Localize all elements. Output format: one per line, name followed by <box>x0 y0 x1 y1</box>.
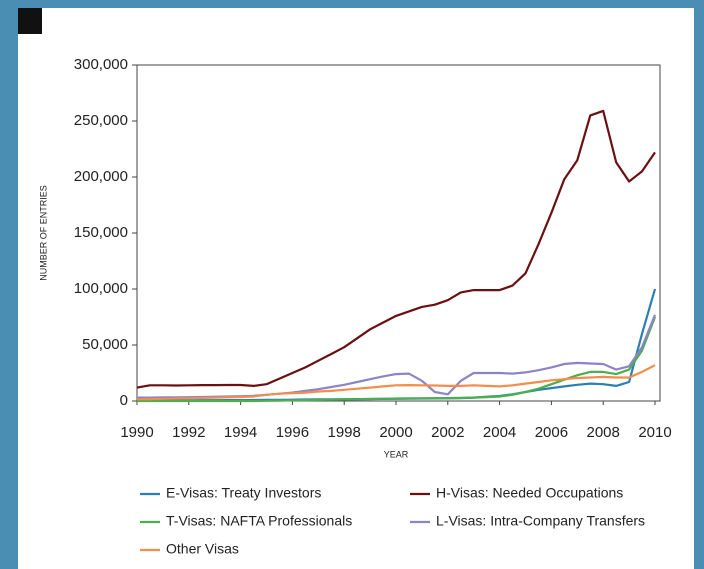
y-tick-label: 150,000 <box>74 224 128 241</box>
x-tick-label: 2010 <box>638 424 671 441</box>
x-tick-label: 2002 <box>431 424 464 441</box>
x-tick-label: 2000 <box>379 424 412 441</box>
y-tick-label: 300,000 <box>74 56 128 73</box>
y-tick-label: 250,000 <box>74 112 128 129</box>
series-line <box>136 364 656 401</box>
x-tick-label: 1992 <box>172 424 205 441</box>
x-tick-label: 1994 <box>224 424 257 441</box>
x-tick-label: 1998 <box>328 424 361 441</box>
series-line <box>136 109 656 389</box>
x-tick-label: 2006 <box>535 424 568 441</box>
y-tick-label: 100,000 <box>74 280 128 297</box>
legend-label: E-Visas: Treaty Investors <box>166 485 321 501</box>
x-tick-label: 1996 <box>276 424 309 441</box>
corner-block <box>18 8 42 34</box>
y-tick-label: 50,000 <box>82 336 128 353</box>
legend-label: H-Visas: Needed Occupations <box>436 485 623 501</box>
y-tick-label: 200,000 <box>74 168 128 185</box>
x-tick-label: 2004 <box>483 424 516 441</box>
y-axis-label: NUMBER OF ENTRIES <box>38 185 48 281</box>
y-tick-label: 0 <box>120 392 128 409</box>
legend-label: T-Visas: NAFTA Professionals <box>166 513 352 529</box>
x-axis-label: YEAR <box>384 449 409 459</box>
legend-label: Other Visas <box>166 541 239 557</box>
legend-label: L-Visas: Intra-Company Transfers <box>436 513 645 529</box>
panel <box>18 8 694 569</box>
x-tick-label: 2008 <box>587 424 620 441</box>
x-tick-label: 1990 <box>120 424 153 441</box>
